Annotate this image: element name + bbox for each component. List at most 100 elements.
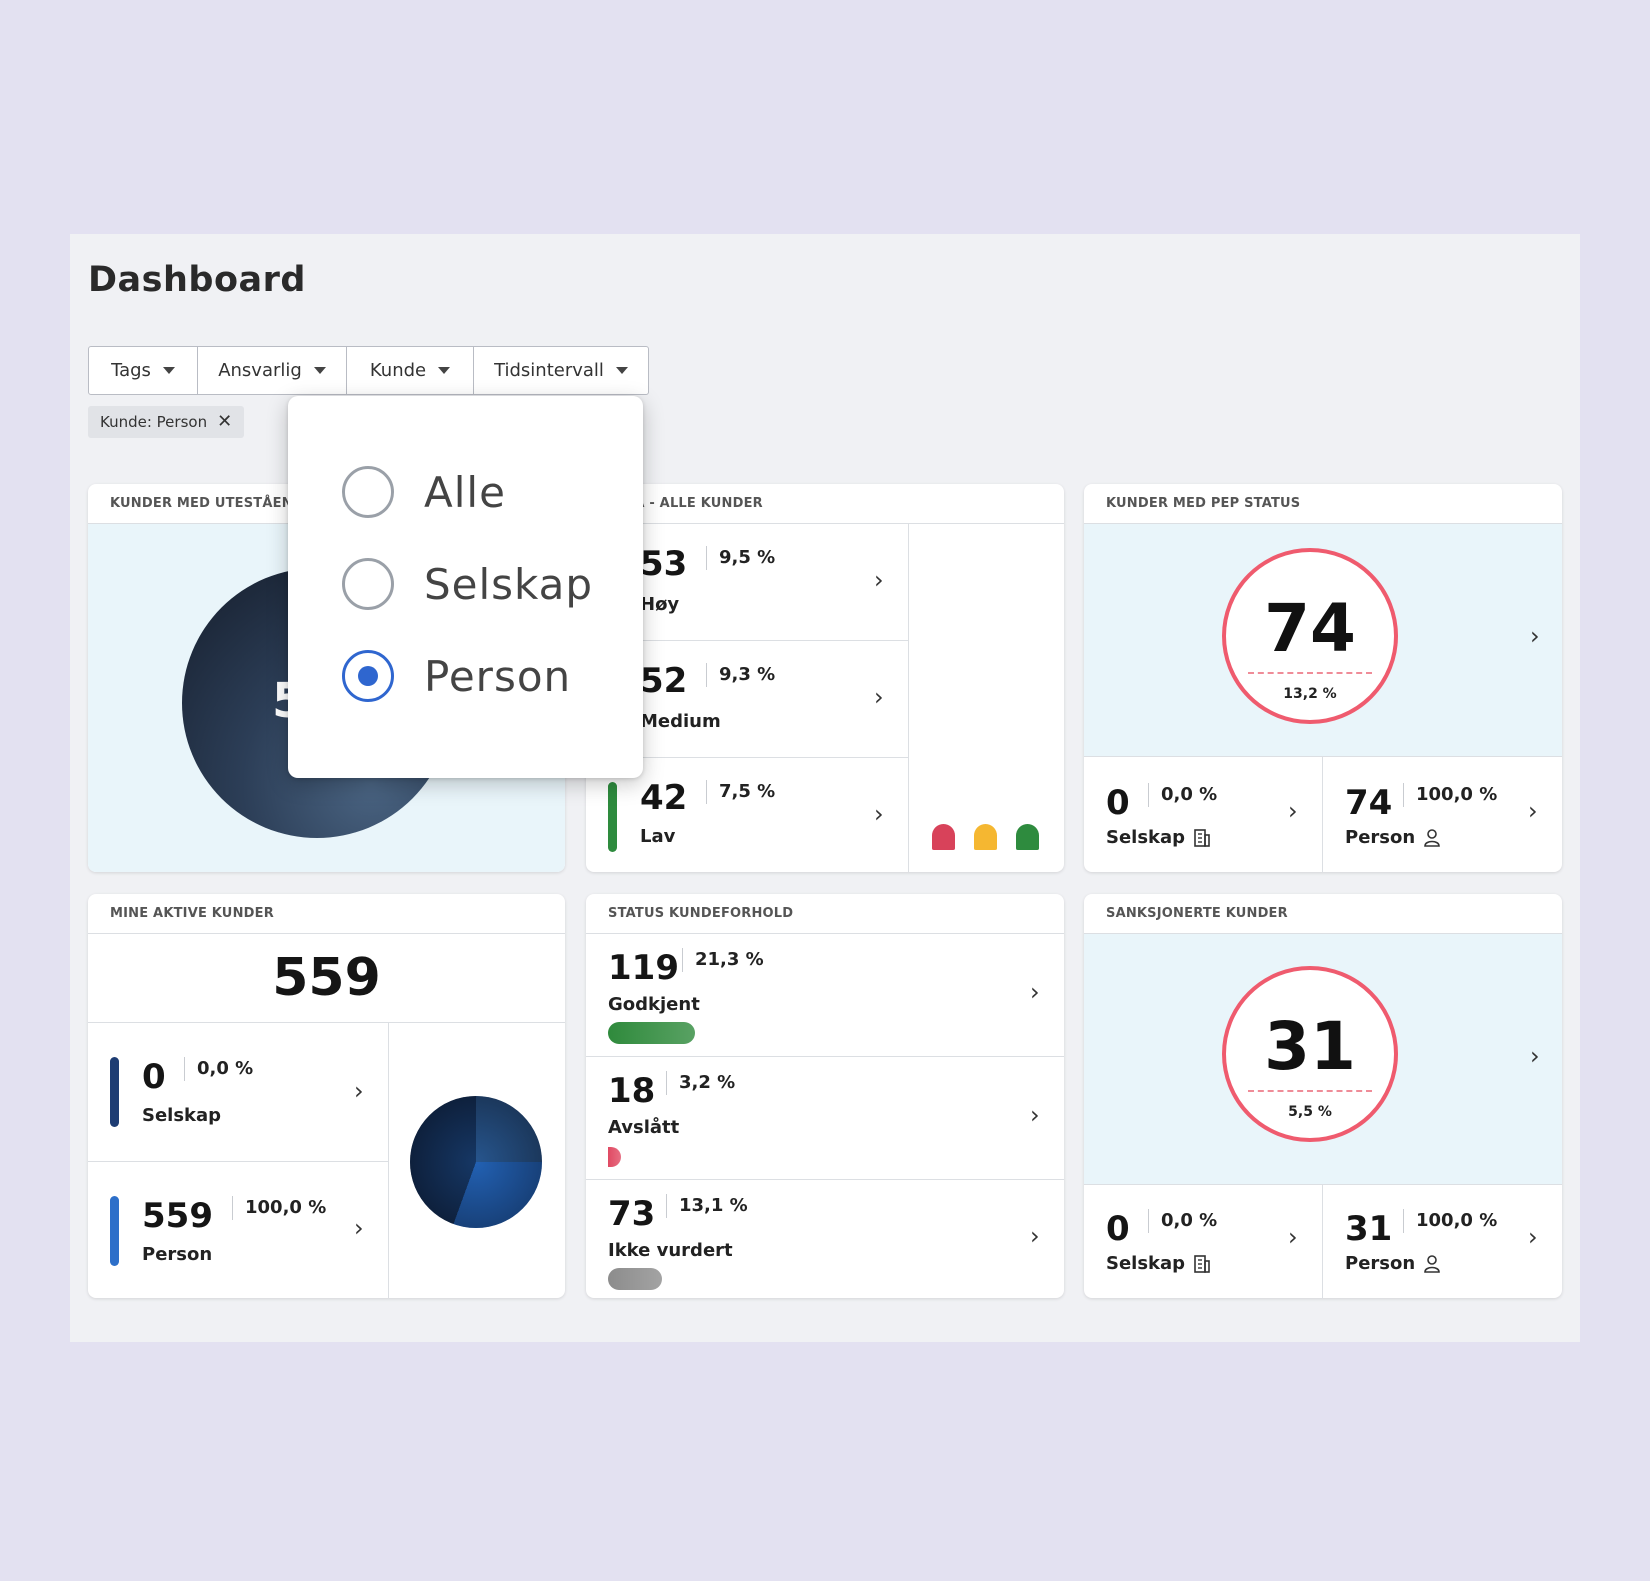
active-filter-chip: Kunde: Person ✕ [88, 406, 245, 438]
risk-marker [974, 824, 997, 850]
status-row-ikke-vurdert[interactable]: 73 13,1 % Ikke vurdert › [586, 1180, 1064, 1298]
chevron-right-icon[interactable]: › [874, 800, 884, 828]
chevron-right-icon[interactable]: › [1030, 978, 1040, 1006]
radio-icon[interactable] [342, 466, 394, 518]
pep-person-label: Person [1345, 827, 1441, 848]
chevron-right-icon[interactable]: › [1288, 1223, 1298, 1251]
pep-person-pct: 100,0 % [1403, 783, 1497, 807]
chevron-right-icon[interactable]: › [1530, 622, 1540, 650]
gauge-value: 31 [1264, 1008, 1356, 1085]
risk-value: 53 [640, 544, 688, 584]
status-bar [608, 1022, 695, 1044]
aktive-selskap-row[interactable]: 0 0,0 % Selskap › [88, 1023, 388, 1162]
divider [1084, 756, 1562, 757]
chevron-right-icon[interactable]: › [354, 1214, 364, 1242]
filter-label: Tags [111, 360, 151, 381]
status-row-avslatt[interactable]: 18 3,2 % Avslått › [586, 1057, 1064, 1180]
status-bar [608, 1268, 662, 1290]
option-person[interactable]: Person [342, 646, 571, 706]
card-sanksjonerte: SANKSJONERTE KUNDER 31 5,5 % › 0 0,0 % S… [1084, 894, 1562, 1298]
filter-tags-button[interactable]: Tags [89, 347, 198, 394]
card-title: STATUS KUNDEFORHOLD [586, 894, 1064, 934]
risk-value: 52 [640, 661, 688, 701]
card-risikoniva: NIVÅ - ALLE KUNDER 53 9,5 % Høy › 52 9,3… [586, 484, 1064, 872]
card-pep: KUNDER MED PEP STATUS 74 13,2 % › 0 0,0 … [1084, 484, 1562, 872]
risk-bar [608, 782, 617, 852]
pep-selskap-value: 0 [1106, 783, 1130, 823]
label-text: Person [1345, 1253, 1416, 1274]
status-row-godkjent[interactable]: 119 21,3 % Godkjent › [586, 934, 1064, 1057]
status-value: 18 [608, 1071, 656, 1111]
chevron-right-icon[interactable]: › [1528, 1223, 1538, 1251]
status-label: Godkjent [608, 994, 700, 1015]
sanksjon-summary[interactable]: 31 5,5 % › [1084, 934, 1562, 1184]
aktive-selskap-bar [110, 1057, 119, 1127]
filter-kunde-button[interactable]: Kunde [347, 347, 474, 394]
option-selskap[interactable]: Selskap [342, 554, 593, 614]
status-value: 119 [608, 948, 679, 988]
aktive-person-value: 559 [142, 1196, 213, 1236]
sanksjon-person-value: 31 [1345, 1209, 1393, 1249]
divider [1322, 756, 1323, 872]
divider [908, 524, 909, 872]
filter-label: Kunde [369, 360, 427, 381]
person-icon [1424, 829, 1440, 847]
pep-summary[interactable]: 74 13,2 % › [1084, 524, 1562, 756]
aktive-selskap-label: Selskap [142, 1105, 222, 1126]
sanksjon-selskap-row[interactable]: 0 0,0 % Selskap › [1084, 1185, 1322, 1298]
building-icon [1194, 1255, 1210, 1273]
filter-bar: Tags Ansvarlig Kunde Tidsintervall [88, 346, 649, 395]
page-title: Dashboard [88, 260, 306, 300]
option-alle[interactable]: Alle [342, 462, 506, 522]
aktive-person-row[interactable]: 559 100,0 % Person › [88, 1162, 388, 1298]
filter-label: Tidsintervall [494, 360, 604, 381]
pep-person-value: 74 [1345, 783, 1393, 823]
filter-label: Ansvarlig [218, 360, 302, 381]
aktive-total: 559 [88, 934, 565, 1023]
sanksjon-person-pct: 100,0 % [1403, 1209, 1497, 1233]
gauge-value: 74 [1264, 590, 1356, 667]
sanksjon-person-label: Person [1345, 1253, 1441, 1274]
chevron-right-icon[interactable]: › [1288, 797, 1298, 825]
risk-pct: 7,5 % [706, 780, 775, 804]
card-title: SANKSJONERTE KUNDER [1084, 894, 1562, 934]
option-label: Person [424, 651, 572, 701]
chip-label: Kunde: Person [100, 413, 208, 431]
pep-selskap-row[interactable]: 0 0,0 % Selskap › [1084, 757, 1322, 872]
card-aktive-kunder: MINE AKTIVE KUNDER 559 0 0,0 % Selskap ›… [88, 894, 565, 1298]
divider [1084, 1184, 1562, 1185]
chevron-right-icon[interactable]: › [354, 1077, 364, 1105]
risk-label: Høy [640, 594, 680, 615]
risk-row-lav[interactable]: 42 7,5 % Lav › [586, 758, 908, 872]
chevron-right-icon[interactable]: › [1030, 1222, 1040, 1250]
card-title: KUNDER MED PEP STATUS [1084, 484, 1562, 524]
dashboard-frame: Dashboard Tags Ansvarlig Kunde Tidsinter… [70, 234, 1580, 1342]
chevron-right-icon[interactable]: › [1030, 1101, 1040, 1129]
sanksjon-person-row[interactable]: 31 100,0 % Person › [1323, 1185, 1562, 1298]
card-status-kundeforhold: STATUS KUNDEFORHOLD 119 21,3 % Godkjent … [586, 894, 1064, 1298]
person-icon [1424, 1255, 1440, 1273]
label-text: Person [1345, 827, 1416, 848]
chevron-right-icon[interactable]: › [1530, 1042, 1540, 1070]
close-icon[interactable]: ✕ [217, 411, 233, 432]
radio-icon[interactable] [342, 558, 394, 610]
pep-person-row[interactable]: 74 100,0 % Person › [1323, 757, 1562, 872]
sanksjon-selskap-label: Selskap [1106, 1253, 1211, 1274]
radio-selected-icon[interactable] [342, 650, 394, 702]
card-title: NIVÅ - ALLE KUNDER [586, 484, 1064, 524]
status-value: 73 [608, 1194, 656, 1234]
aktive-person-bar [110, 1196, 119, 1266]
chevron-right-icon[interactable]: › [1528, 797, 1538, 825]
filter-tidsintervall-button[interactable]: Tidsintervall [474, 347, 648, 394]
gauge-divider [1248, 672, 1372, 674]
chevron-right-icon[interactable]: › [874, 683, 884, 711]
sanksjon-gauge: 31 5,5 % [1222, 966, 1398, 1142]
label-text: Selskap [1106, 1253, 1186, 1274]
chevron-right-icon[interactable]: › [874, 566, 884, 594]
aktive-person-label: Person [142, 1244, 213, 1265]
risk-row-medium[interactable]: 52 9,3 % Medium › [586, 641, 908, 758]
gauge-pct: 13,2 % [1283, 686, 1337, 702]
filter-ansvarlig-button[interactable]: Ansvarlig [198, 347, 347, 394]
pep-gauge: 74 13,2 % [1222, 548, 1398, 724]
aktive-pie-chart[interactable] [410, 1096, 542, 1228]
